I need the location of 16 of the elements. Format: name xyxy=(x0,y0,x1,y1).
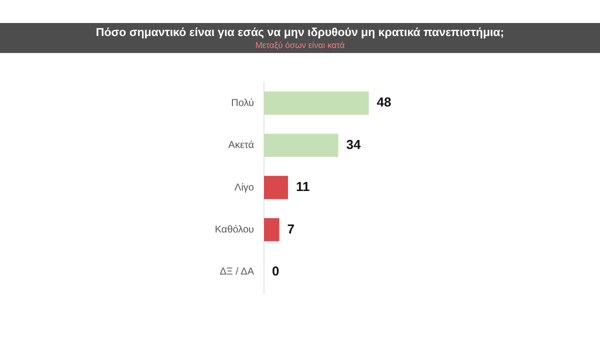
data-label: 0 xyxy=(272,263,280,278)
bar xyxy=(264,134,338,157)
bar xyxy=(264,91,369,115)
chart-subtitle: Μεταξύ όσων είναι κατά xyxy=(254,40,346,50)
chart-title: Πόσο σημαντικό είναι για εσάς να μην ιδρυθούν μη κρατικά πανεπιστήμια; xyxy=(94,27,506,39)
data-label: 34 xyxy=(346,136,362,152)
y-tick-label: Καθόλου xyxy=(214,224,254,236)
data-label: 48 xyxy=(376,94,392,110)
data-label: 7 xyxy=(287,221,295,236)
y-tick-label: Πολύ xyxy=(231,98,254,109)
y-tick-label: Λίγο xyxy=(234,182,254,194)
data-label: 11 xyxy=(296,179,310,194)
bar xyxy=(264,176,288,200)
bar xyxy=(264,218,280,242)
y-tick-label: ΔΞ / ΔΑ xyxy=(220,266,254,278)
y-tick-label: Ακετά xyxy=(228,140,254,152)
